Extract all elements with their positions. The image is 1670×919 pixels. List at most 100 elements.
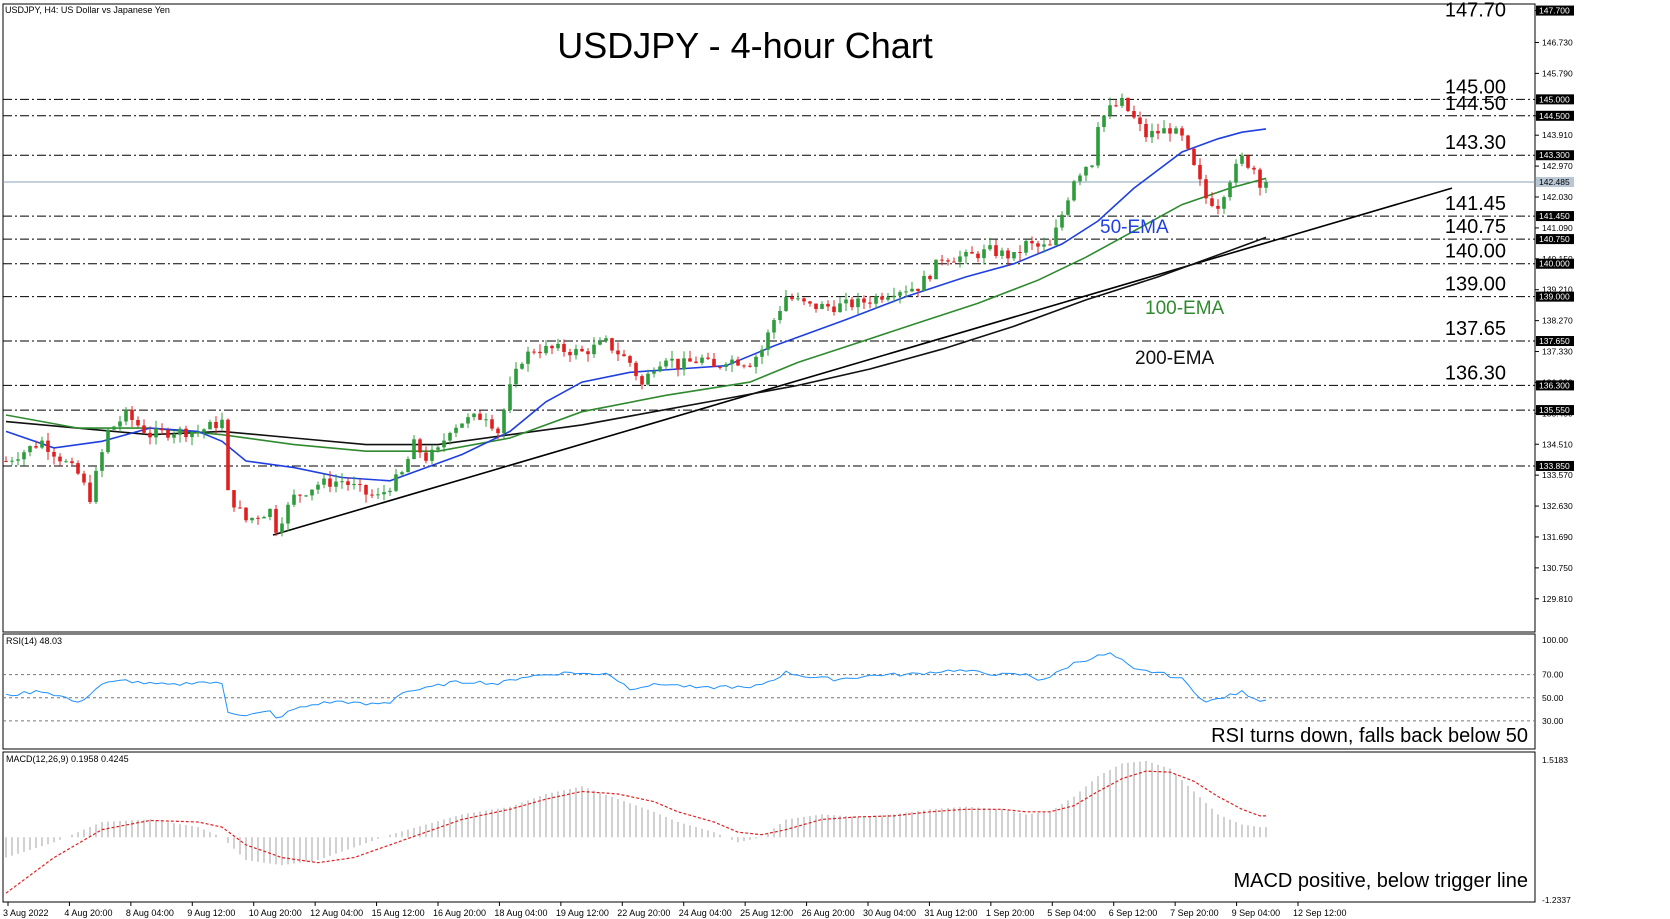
candle-body <box>226 419 230 491</box>
candle-body <box>544 345 548 354</box>
rsi-comment: RSI turns down, falls back below 50 <box>1211 725 1528 747</box>
candle-body <box>4 461 8 463</box>
candle-body <box>358 484 362 486</box>
level-price-tag-box <box>1536 336 1574 347</box>
candle-body <box>34 446 38 448</box>
candle-body <box>862 298 866 303</box>
candle-body <box>610 338 614 351</box>
candle-body <box>154 428 158 438</box>
macd-axis-bottom: -1.2337 <box>1542 895 1571 905</box>
price-tick-label: 142.030 <box>1542 192 1573 202</box>
ema-annotation: 100-EMA <box>1145 298 1225 319</box>
candle-body <box>520 363 524 369</box>
candlesticks <box>4 93 1268 537</box>
level-price-tag: 140.750 <box>1539 234 1570 244</box>
candle-body <box>1150 130 1154 138</box>
candle-body <box>604 338 608 341</box>
candle-body <box>832 306 836 313</box>
candle-body <box>1162 128 1166 134</box>
candle-body <box>1030 241 1034 244</box>
candle-body <box>784 297 788 311</box>
candle-body <box>502 410 506 434</box>
macd-label: MACD(12,26,9) 0.1958 0.4245 <box>6 754 129 764</box>
time-tick-label: 19 Aug 12:00 <box>556 908 609 918</box>
level-price-tag: 141.450 <box>1539 211 1570 221</box>
candle-body <box>958 256 962 262</box>
candle-body <box>850 299 854 308</box>
level-label: 136.30 <box>1445 362 1506 384</box>
candle-body <box>550 345 554 349</box>
candle-body <box>826 303 830 307</box>
top-price-tag-box <box>1536 5 1574 16</box>
candle-body <box>238 507 242 509</box>
candle-body <box>28 446 32 453</box>
candle-body <box>280 523 284 533</box>
time-tick-label: 25 Aug 12:00 <box>740 908 793 918</box>
candle-body <box>1252 167 1256 170</box>
candle-body <box>460 423 464 428</box>
candle-body <box>802 298 806 302</box>
candle-body <box>634 362 638 377</box>
price-tick-label: 131.690 <box>1542 532 1573 542</box>
candle-body <box>112 426 116 430</box>
candle-body <box>304 495 308 497</box>
candle-body <box>388 490 392 493</box>
candle-body <box>1168 128 1172 134</box>
candle-body <box>748 365 752 367</box>
candle-body <box>880 296 884 300</box>
candle-body <box>340 481 344 483</box>
candle-body <box>1024 241 1028 253</box>
candle-body <box>868 302 872 304</box>
candle-body <box>1192 148 1196 165</box>
candle-body <box>694 361 698 363</box>
candle-body <box>76 463 80 474</box>
level-price-tag-box <box>1536 110 1574 121</box>
candle-body <box>730 359 734 365</box>
rsi-axis-label: 50.00 <box>1542 693 1564 703</box>
candle-body <box>670 358 674 361</box>
current-price-tag: 142.485 <box>1539 177 1570 187</box>
price-tick-label: 142.970 <box>1542 161 1573 171</box>
candle-body <box>1000 250 1004 256</box>
candle-body <box>232 490 236 508</box>
candle-body <box>286 504 290 524</box>
candle-body <box>598 340 602 345</box>
candle-body <box>952 261 956 263</box>
candle-body <box>928 275 932 280</box>
price-tick-label: 138.270 <box>1542 316 1573 326</box>
candle-body <box>46 440 50 452</box>
time-tick-label: 22 Aug 20:00 <box>617 908 670 918</box>
level-price-tag-box <box>1536 150 1574 161</box>
price-axis: 147.700 146.730 145.790 144.500 143.910 142.9… <box>1535 5 1574 604</box>
candle-body <box>1198 164 1202 180</box>
level-label: 145.00 <box>1445 76 1506 98</box>
time-tick-label: 10 Aug 20:00 <box>249 908 302 918</box>
candle-body <box>856 298 860 308</box>
candle-body <box>754 356 758 367</box>
candle-body <box>1114 105 1118 107</box>
candle-body <box>298 494 302 496</box>
candle-body <box>1072 181 1076 201</box>
candle-body <box>406 459 410 473</box>
candle-body <box>346 481 350 486</box>
candle-body <box>808 301 812 304</box>
level-price-tag-box <box>1536 94 1574 105</box>
candle-body <box>322 478 326 485</box>
ema-annotation: 50-EMA <box>1100 217 1169 238</box>
candle-body <box>100 452 104 471</box>
candle-body <box>1012 251 1016 259</box>
candle-body <box>724 364 728 367</box>
level-price-tag: 145.000 <box>1539 94 1570 104</box>
candle-body <box>1180 128 1184 136</box>
candle-body <box>196 431 200 433</box>
level-label: 144.50 <box>1445 93 1506 115</box>
candle-body <box>508 384 512 411</box>
candle-body <box>1060 214 1064 228</box>
time-tick-label: 12 Sep 12:00 <box>1293 908 1347 918</box>
candle-body <box>964 252 968 257</box>
ema100-line <box>5 177 1267 453</box>
candle-body <box>514 368 518 385</box>
candle-body <box>688 358 692 362</box>
candle-body <box>70 461 74 464</box>
candle-body <box>646 373 650 385</box>
